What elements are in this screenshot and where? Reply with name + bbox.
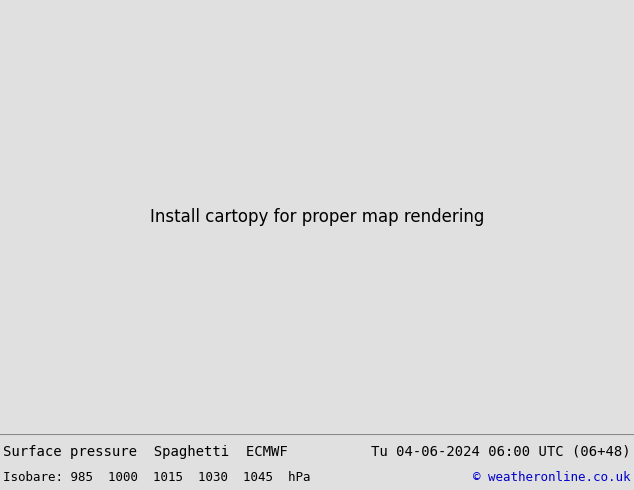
- Text: Surface pressure  Spaghetti  ECMWF: Surface pressure Spaghetti ECMWF: [3, 445, 288, 459]
- Text: © weatheronline.co.uk: © weatheronline.co.uk: [474, 471, 631, 484]
- Text: Isobare: 985  1000  1015  1030  1045  hPa: Isobare: 985 1000 1015 1030 1045 hPa: [3, 471, 311, 484]
- Text: Install cartopy for proper map rendering: Install cartopy for proper map rendering: [150, 208, 484, 226]
- Text: Tu 04-06-2024 06:00 UTC (06+48): Tu 04-06-2024 06:00 UTC (06+48): [371, 445, 631, 459]
